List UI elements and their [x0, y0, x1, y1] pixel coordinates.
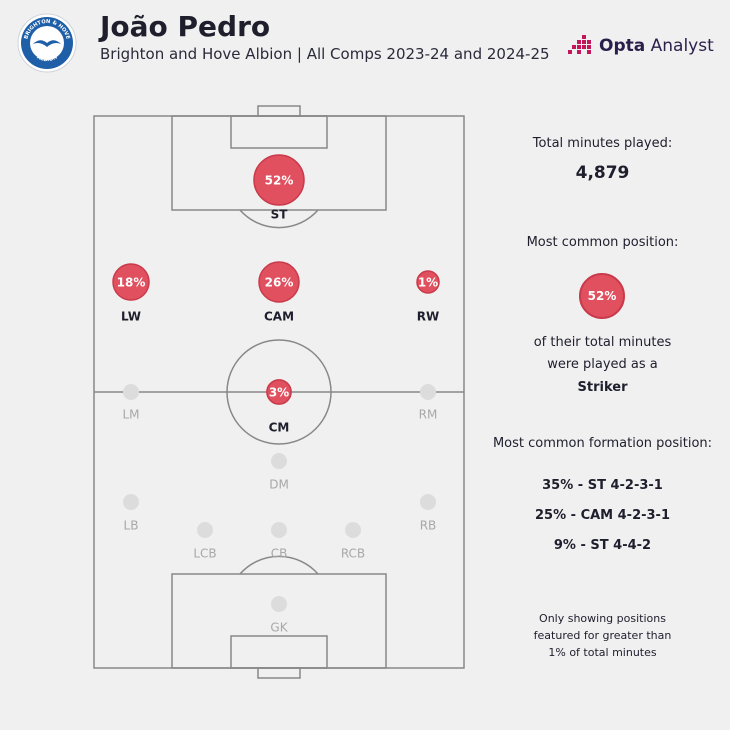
common-line-2: were played as a: [547, 357, 658, 372]
bottom-goal: [257, 667, 301, 679]
position-dot-dm: [271, 453, 287, 469]
note-line-1: Only showing positions: [539, 612, 666, 625]
position-dot-st: [253, 154, 305, 206]
position-dot-rm: [420, 384, 436, 400]
pitch-lines: [93, 105, 465, 679]
position-label-rm: RM: [419, 408, 438, 422]
opta-dots-icon: [568, 35, 591, 54]
position-label-lm: LM: [122, 408, 139, 422]
position-value-rw: 1%: [418, 276, 438, 290]
top-penalty-arc: [239, 209, 319, 229]
common-position-name: Striker: [577, 380, 628, 395]
bottom-penalty-arc: [239, 555, 319, 575]
note-line-2: featured for greater than: [533, 629, 672, 642]
svg-text:ALBION: ALBION: [36, 54, 59, 63]
bottom-six-yard-box: [230, 635, 328, 669]
top-six-yard-box: [230, 115, 328, 149]
total-minutes-value: 4,879: [575, 163, 630, 183]
seagull-icon: [33, 40, 61, 47]
position-dot-lcb: [197, 522, 213, 538]
position-value-lw: 18%: [117, 276, 146, 290]
position-label-lw: LW: [121, 310, 141, 324]
common-line-1: of their total minutes: [533, 335, 672, 350]
formation-item-3: 9% - ST 4-4-2: [553, 538, 652, 553]
position-dot-rb: [420, 494, 436, 510]
position-label-cb: CB: [271, 547, 288, 561]
common-position-pill: 52%: [579, 273, 625, 319]
position-value-cam: 26%: [265, 276, 294, 290]
top-goal: [257, 105, 301, 117]
player-name: João Pedro: [100, 10, 271, 43]
formation-label: Most common formation position:: [492, 436, 713, 451]
opta-logo: Opta Analyst: [568, 34, 714, 58]
formation-item-2: 25% - CAM 4-2-3-1: [535, 508, 670, 523]
note-line-3: 1% of total minutes: [548, 646, 657, 659]
position-dot-lw: [112, 263, 150, 301]
position-dot-lm: [123, 384, 139, 400]
position-dot-rw: [416, 270, 440, 294]
subtitle: Brighton and Hove Albion | All Comps 202…: [100, 45, 550, 63]
position-label-rw: RW: [417, 310, 439, 324]
position-label-rb: RB: [420, 519, 437, 533]
club-badge: BRIGHTON & HOVE ALBION: [17, 13, 77, 73]
badge-bottom-text: ALBION: [36, 54, 59, 63]
common-position-label: Most common position:: [526, 235, 679, 250]
position-dot-cb: [271, 522, 287, 538]
position-dot-cm: [266, 379, 292, 405]
position-label-lb: LB: [124, 519, 139, 533]
position-value-st: 52%: [265, 174, 294, 188]
position-dot-rcb: [345, 522, 361, 538]
position-label-cm: CM: [269, 421, 290, 435]
position-label-gk: GK: [270, 621, 288, 635]
position-dot-cam: [258, 261, 300, 303]
position-dot-gk: [271, 596, 287, 612]
total-minutes-label: Total minutes played:: [532, 136, 673, 151]
position-label-rcb: RCB: [341, 547, 365, 561]
position-label-dm: DM: [269, 478, 289, 492]
position-label-lcb: LCB: [193, 547, 216, 561]
position-label-cam: CAM: [264, 310, 294, 324]
position-value-cm: 3%: [269, 386, 289, 400]
position-label-st: ST: [271, 208, 289, 222]
position-dot-lb: [123, 494, 139, 510]
formation-item-1: 35% - ST 4-2-3-1: [542, 478, 663, 493]
opta-brand: Opta: [599, 36, 646, 56]
opta-suffix: Analyst: [650, 36, 714, 56]
centre-circle: [226, 339, 332, 445]
